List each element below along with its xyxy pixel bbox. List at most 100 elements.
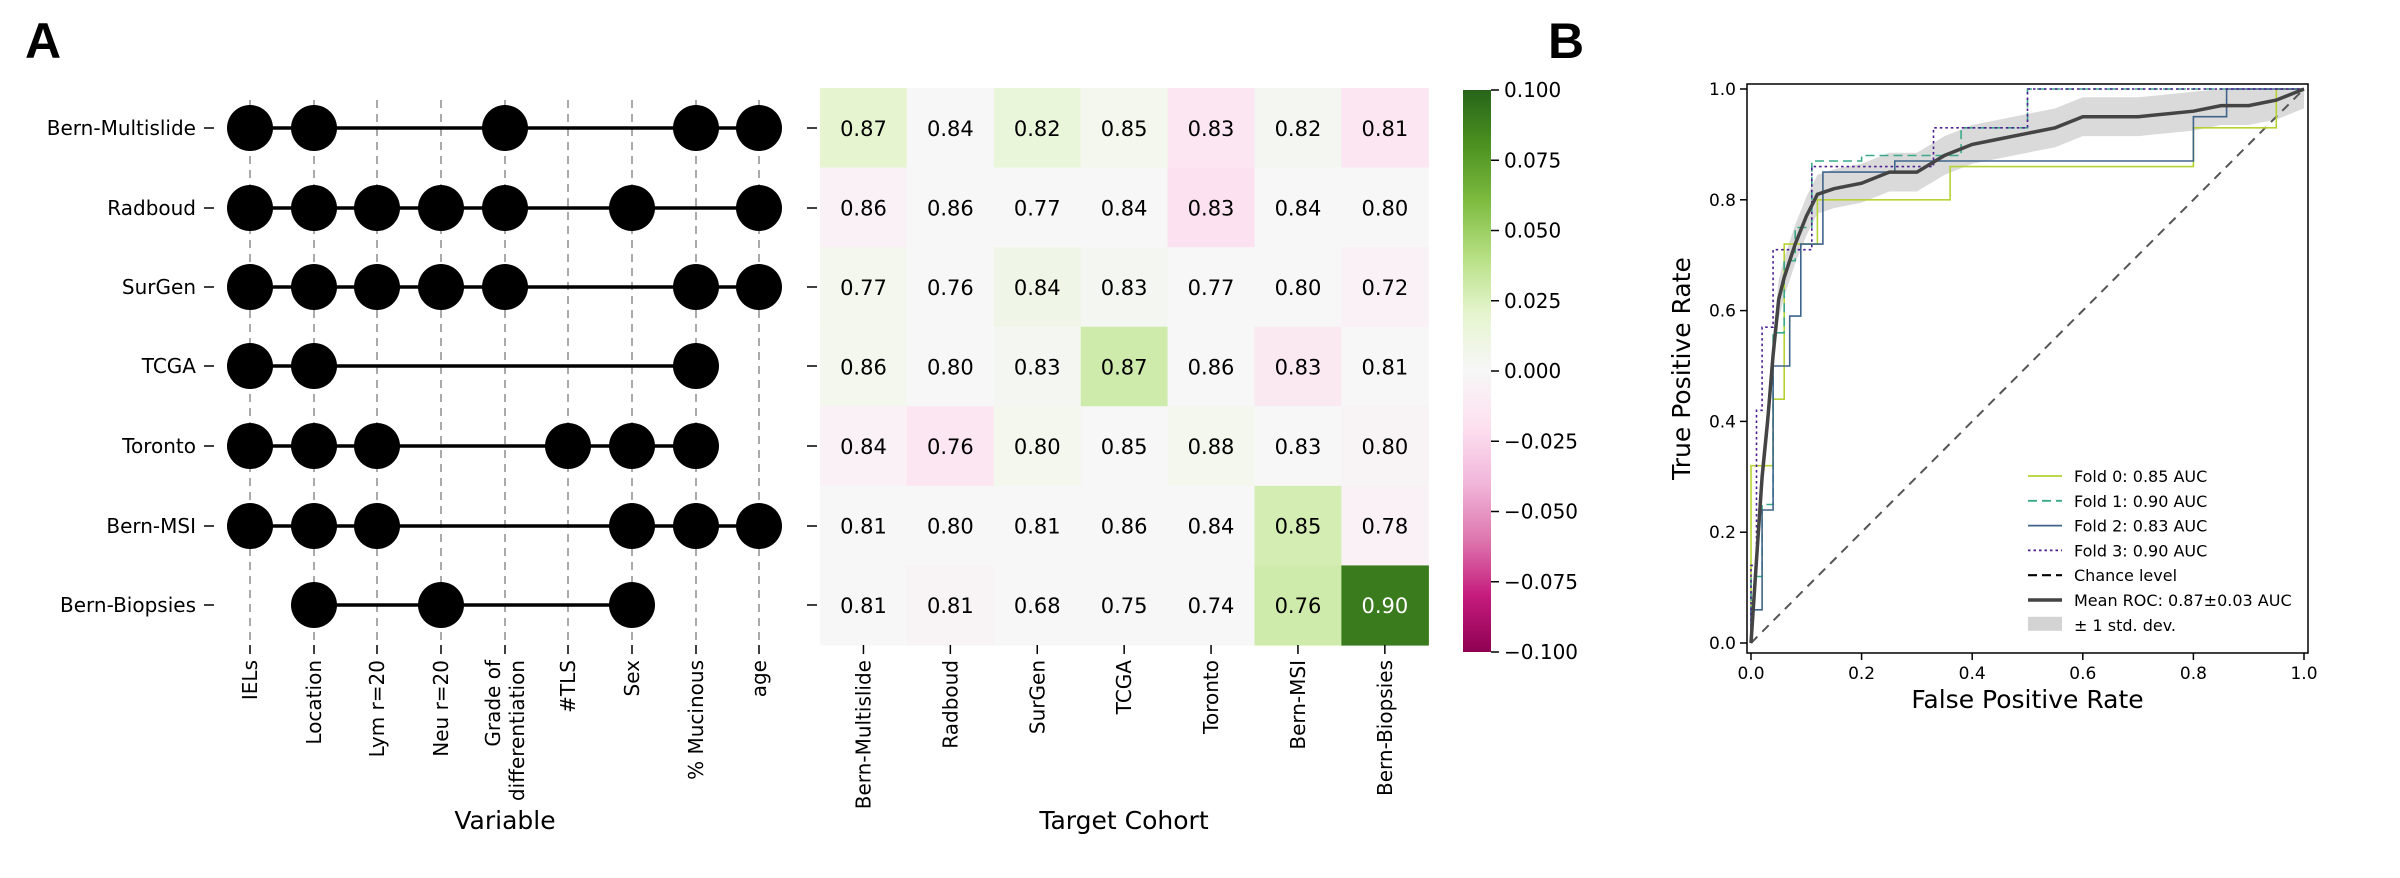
roc-legend: Fold 0: 0.85 AUC Fold 1: 0.90 AUC Fold 2: … [2028,467,2292,635]
selected-dot [354,423,400,469]
heatmap-cell [906,167,995,248]
heatmap-cell-value: 0.84 [840,435,887,459]
heatmap-cell-value: 0.75 [1101,594,1148,618]
column-label: Lym r=20 [365,660,389,757]
heatmap-cell-value: 0.77 [1188,276,1235,300]
heatmap-cell [1167,88,1256,169]
heatmap-cell [1080,485,1169,567]
selected-dot [354,264,400,310]
heatmap-cell-value: 0.76 [1275,594,1322,618]
column-label: Sex [620,660,644,697]
heatmap-cell [820,88,908,169]
colorbar-tick-label: 0.000 [1504,359,1561,383]
heatmap-cell-value: 0.83 [1188,117,1235,141]
heatmap-cell-value: 0.86 [1188,355,1235,379]
heatmap-cell-value: 0.81 [840,594,887,618]
fold-roc-line-2 [1750,88,2304,643]
colorbar-gradient [1463,90,1491,652]
heatmap-cell [820,485,908,567]
heatmap-cell-value: 0.86 [840,196,887,220]
heatmap-cell-value: 0.86 [840,355,887,379]
selected-dot [291,582,337,628]
heatmap-column-label: TCGA [1112,660,1136,716]
heatmap-cell-value: 0.86 [927,196,974,220]
legend-swatch [2028,616,2062,631]
selected-dot [354,503,400,549]
heatmap-cell [906,565,995,646]
selected-dot [482,105,528,151]
heatmap-cell-value: 0.80 [927,355,974,379]
heatmap-column-label: Bern-MSI [1286,660,1310,750]
heatmap-cell [1341,247,1429,328]
x-tick-label: 0.8 [2180,664,2207,684]
selected-dot [354,185,400,231]
selected-dot [227,105,273,151]
heatmap-cell-value: 0.87 [840,117,887,141]
selected-dot [482,264,528,310]
fold-roc-line-3 [1750,88,2304,643]
legend-entry: Fold 3: 0.90 AUC [2074,541,2207,560]
heatmap-cell-value: 0.74 [1188,594,1235,618]
chance-line [1750,88,2305,644]
heatmap-cell [1080,326,1169,407]
selected-dot [291,343,337,389]
heatmap-cell-value: 0.81 [840,515,887,539]
selected-dot [545,423,591,469]
selected-dot [673,105,719,151]
heatmap-cell-value: 0.80 [1361,435,1408,459]
x-tick-label: 0.6 [2069,664,2096,684]
heatmap-cell-value: 0.80 [1014,435,1061,459]
colorbar-tick-label: 0.100 [1504,78,1561,102]
row-label: Bern-MSI [106,514,196,538]
heatmap-colorbar: 0.100 0.075 0.050 0.025 0.000 −0.025 −0.050 −0.… [1463,78,1578,664]
row-label: Radboud [107,196,196,220]
heatmap-cell [820,247,908,328]
heatmap-cell-value: 0.77 [840,276,887,300]
column-label: Neu r=20 [429,660,453,757]
heatmap-column-label: SurGen [1025,660,1049,734]
selected-dot [291,503,337,549]
heatmap-cell-value: 0.86 [1101,515,1148,539]
colorbar-tick-label: −0.050 [1504,500,1578,524]
heatmap-cell-value: 0.83 [1188,196,1235,220]
heatmap-column-label: Radboud [938,660,962,749]
row-label: Bern-Multislide [47,116,196,140]
heatmap-cell-value: 0.83 [1014,355,1061,379]
heatmap-cell-value: 0.77 [1014,196,1061,220]
heatmap-cell [993,565,1082,646]
selected-dot [609,582,655,628]
roc-x-axis-label: False Positive Rate [1911,685,2143,714]
heatmap-cell [993,88,1082,169]
heatmap-cell [1341,326,1429,407]
heatmap-cell [1167,565,1256,646]
selected-dot [418,582,464,628]
legend-entry: Chance level [2074,566,2177,585]
x-tick-label: 0.4 [1959,664,1986,684]
heatmap-cell-value: 0.81 [1361,355,1408,379]
y-tick-label: 0.8 [1709,191,1736,211]
heatmap-cell [1254,326,1342,407]
colorbar-tick-label: −0.100 [1504,640,1578,664]
heatmap-cell-value: 0.68 [1014,594,1061,618]
heatmap-cell [820,565,908,646]
column-label: #TLS [556,660,580,713]
heatmap-cell-value: 0.90 [1361,594,1408,618]
heatmap-cell [906,88,995,169]
colorbar-tick-label: −0.075 [1504,570,1578,594]
roc-frame [1746,83,2309,654]
selected-dot [227,264,273,310]
selected-dot [227,343,273,389]
selected-dot [736,185,782,231]
y-tick-label: 0.2 [1709,523,1736,543]
heatmap-cell [993,247,1082,328]
y-tick-label: 0.4 [1709,412,1736,432]
heatmap-cell-value: 0.76 [927,435,974,459]
heatmap-x-axis-label: Target Cohort [1038,806,1208,835]
heatmap-cell [1341,167,1429,248]
heatmap-cell [1080,88,1169,169]
legend-entry: ± 1 std. dev. [2074,616,2176,635]
heatmap-cell-value: 0.84 [1275,196,1322,220]
heatmap-column-label: Toronto [1199,660,1223,735]
heatmap-cell [993,326,1082,407]
